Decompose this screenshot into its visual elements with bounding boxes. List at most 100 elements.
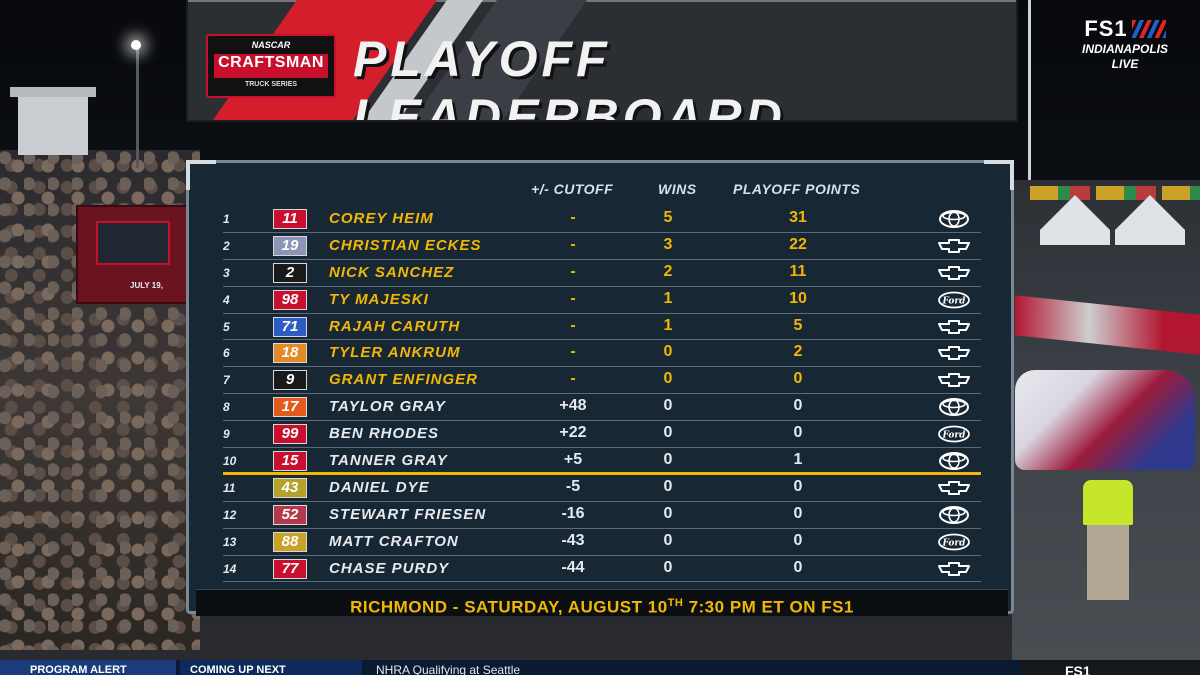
wins-value: 0 (663, 477, 673, 495)
track-official (1075, 470, 1140, 600)
row-position: 5 (223, 319, 230, 334)
series-logo-top: NASCAR (251, 40, 291, 50)
row-position: 14 (223, 561, 237, 576)
chevrolet-logo-icon (938, 265, 970, 280)
light-pole (136, 48, 139, 168)
playoff-points-value: 0 (793, 477, 803, 495)
race-banner-date: JULY 19, (130, 281, 163, 290)
race-logo (96, 221, 170, 265)
race-banner: JULY 19, (76, 205, 188, 304)
table-row: 6 18 TYLER ANKRUM - 0 2 (223, 340, 981, 368)
cutoff-value: +22 (559, 424, 587, 442)
ticker-text: NHRA Qualifying at Seattle (376, 663, 521, 675)
toyota-logo-icon (939, 452, 969, 471)
toyota-logo-icon (939, 398, 969, 417)
scoring-tower (10, 87, 96, 155)
cutoff-value: - (570, 262, 576, 280)
wins-value: 2 (663, 262, 673, 280)
wins-value: 0 (663, 504, 673, 522)
leaderboard-table: +/- CUTOFF WINS PLAYOFF POINTS 1 11 COREY … (186, 160, 1014, 614)
svg-text:Ford: Ford (942, 538, 967, 548)
row-position: 6 (223, 346, 230, 361)
cutoff-value: +48 (559, 397, 587, 415)
chevrolet-logo-icon (938, 238, 970, 253)
wins-value: 0 (663, 424, 673, 442)
toyota-logo-icon (939, 505, 969, 524)
car-number-badge: 98 (273, 289, 307, 310)
cutoff-value: - (570, 209, 576, 226)
stadium-light (131, 40, 141, 50)
network-stripes-icon (1131, 20, 1166, 38)
sponsor-strip (1030, 186, 1200, 200)
car-number-badge: 77 (273, 558, 307, 579)
row-position: 12 (223, 507, 237, 522)
table-row: 10 15 TANNER GRAY +5 0 1 (223, 448, 981, 475)
column-header-wins: WINS (658, 181, 697, 197)
playoff-points-value: 0 (793, 531, 803, 549)
row-position: 11 (223, 480, 236, 495)
program-alert-label: PROGRAM ALERT (0, 660, 176, 675)
playoff-points-value: 1 (793, 451, 803, 469)
leaderboard-rows: 1 11 COREY HEIM -5 31 2 19 CHRISTIAN ECKES -3 22 3… (223, 206, 981, 583)
network-bug: FS1 INDIANAPOLIS LIVE (1070, 16, 1180, 72)
page-title: PLAYOFF LEADERBOARD (353, 31, 786, 122)
cutoff-value: +5 (563, 451, 583, 469)
table-row: 7 9 GRANT ENFINGER - 0 0 (223, 367, 981, 395)
bottom-ticker: PROGRAM ALERT COMING UP NEXT NHRA Qualif… (0, 660, 1200, 675)
table-row: 2 19 CHRISTIAN ECKES - 3 22 (223, 233, 981, 260)
cutoff-value: - (570, 289, 576, 307)
corner-bracket (186, 160, 216, 190)
playoff-points-value: 11 (789, 262, 807, 280)
footer-text: RICHMOND - SATURDAY, AUGUST 10 (350, 597, 668, 617)
driver-name: MATT CRAFTON (329, 532, 459, 550)
driver-name: TANNER GRAY (329, 452, 448, 470)
driver-name: TYLER ANKRUM (329, 344, 461, 362)
driver-name: COREY HEIM (329, 210, 434, 227)
chevrolet-logo-icon (938, 561, 970, 576)
driver-name: DANIEL DYE (329, 478, 430, 496)
car-number-badge: 88 (273, 531, 307, 552)
car-number-badge: 17 (273, 397, 307, 418)
row-position: 3 (223, 265, 230, 280)
row-position: 9 (223, 427, 230, 442)
driver-name: TAYLOR GRAY (329, 398, 446, 416)
row-position: 1 (223, 212, 230, 226)
driver-name: STEWART FRIESEN (329, 505, 487, 523)
cutoff-value: - (570, 316, 576, 334)
wins-value: 1 (663, 289, 673, 307)
wins-value: 0 (663, 531, 673, 549)
ford-logo-icon: Ford (938, 291, 970, 309)
driver-name: RAJAH CARUTH (329, 317, 461, 335)
driver-name: CHASE PURDY (329, 559, 450, 577)
table-row: 13 88 MATT CRAFTON -43 0 0 Ford (223, 529, 981, 556)
driver-name: GRANT ENFINGER (329, 371, 478, 389)
row-position: 2 (223, 238, 230, 253)
playoff-points-value: 0 (793, 424, 803, 442)
table-row: 14 77 CHASE PURDY -44 0 0 (223, 556, 981, 583)
race-truck (1015, 370, 1195, 470)
column-header-playoff-points: PLAYOFF POINTS (733, 181, 861, 197)
series-logo-main: CRAFTSMAN (214, 54, 328, 78)
row-position: 4 (223, 292, 230, 307)
light-pole (1028, 0, 1031, 200)
wins-value: 0 (663, 451, 673, 469)
row-position: 8 (223, 400, 230, 415)
table-row: 11 43 DANIEL DYE -5 0 0 (223, 475, 981, 502)
car-number-badge: 43 (273, 477, 307, 498)
next-race-footer: RICHMOND - SATURDAY, AUGUST 10TH 7:30 PM… (196, 589, 1008, 617)
car-number-badge: 18 (273, 343, 307, 364)
table-row: 4 98 TY MAJESKI - 1 10 Ford (223, 287, 981, 314)
wins-value: 1 (663, 316, 673, 334)
driver-name: CHRISTIAN ECKES (329, 236, 482, 254)
network-logo: FS1 (1084, 16, 1128, 41)
svg-text:Ford: Ford (942, 431, 967, 441)
playoff-points-value: 22 (789, 235, 807, 253)
car-number-badge: 2 (273, 262, 307, 283)
driver-name: TY MAJESKI (329, 290, 429, 308)
driver-name: NICK SANCHEZ (329, 263, 455, 281)
chevrolet-logo-icon (938, 373, 970, 388)
playoff-points-value: 5 (793, 316, 803, 334)
ticker-network-logo: FS1 (1020, 660, 1200, 675)
wins-value: 5 (663, 209, 673, 226)
chevrolet-logo-icon (938, 319, 970, 334)
